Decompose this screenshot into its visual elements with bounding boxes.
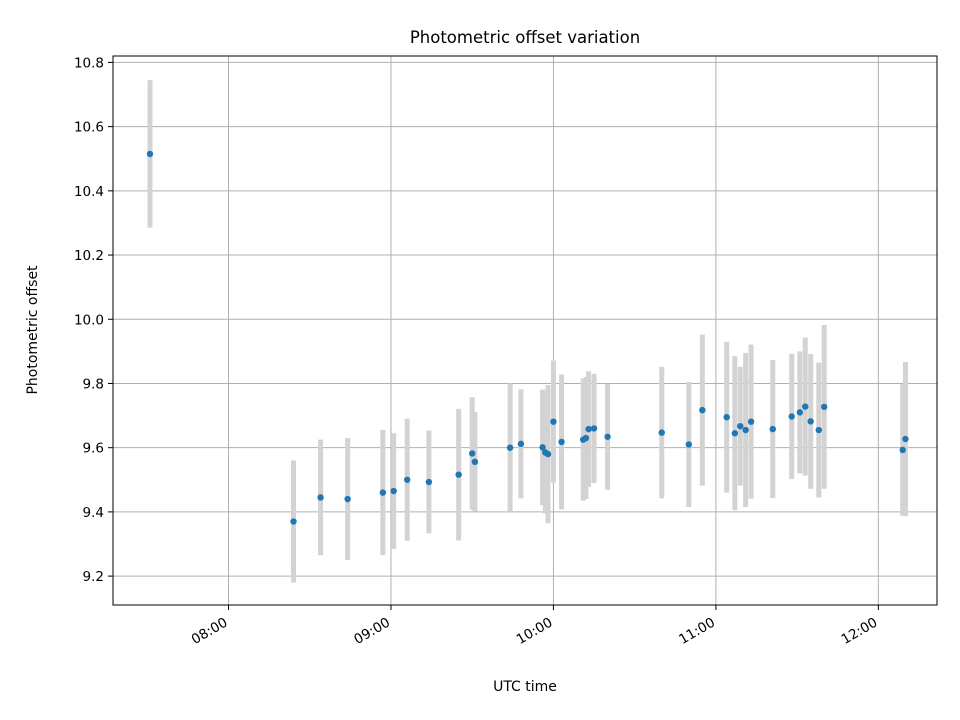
data-point [815,426,822,434]
y-axis-label: Photometric offset [25,265,41,395]
data-point [788,413,795,420]
data-point [290,518,297,525]
data-point [658,429,665,436]
data-point [425,478,433,486]
y-axis-ticks: 9.2 9.4 9.6 9.8 10.0 10.2 10.4 10.6 10.8 [74,55,113,585]
data-point [747,418,755,425]
data-point [317,494,324,501]
data-point [550,418,557,425]
data-point [539,444,546,451]
data-point [742,426,749,434]
chart-title: Photometric offset variation [410,28,640,47]
data-point [802,403,809,410]
plot-area [113,56,937,605]
data-point [590,425,598,432]
data-point [585,425,592,433]
data-points [146,150,909,525]
grid [113,56,937,605]
data-point [723,413,730,421]
data-point [344,495,351,503]
data-point [582,434,590,442]
data-point [685,441,693,448]
data-point [146,150,154,158]
data-point [455,471,462,478]
y-tick-label: 10.8 [74,55,104,71]
y-tick-label: 10.6 [74,120,104,136]
data-point [796,409,804,416]
data-point [404,476,411,483]
data-point [731,430,739,437]
data-point [699,406,706,414]
y-tick-label: 10.2 [74,248,104,264]
data-point [737,422,744,430]
data-point [471,458,479,466]
y-tick-label: 10.4 [74,184,104,200]
y-tick-label: 9.6 [83,441,104,457]
data-point [604,433,611,440]
data-point [899,446,906,454]
data-point [769,425,776,433]
data-point [902,435,909,443]
x-axis-label: UTC time [493,679,557,695]
y-tick-label: 9.2 [83,569,104,585]
data-point [820,403,828,411]
data-point [390,487,397,495]
data-point [517,440,525,448]
data-point [544,450,552,458]
data-point [379,489,387,496]
data-point [506,444,514,451]
data-point [469,450,476,457]
data-point [558,438,565,446]
y-tick-label: 10.0 [74,312,104,328]
y-tick-label: 9.4 [83,505,104,521]
data-point [807,418,814,425]
y-tick-label: 9.8 [83,376,104,392]
plot-frame [112,55,938,606]
